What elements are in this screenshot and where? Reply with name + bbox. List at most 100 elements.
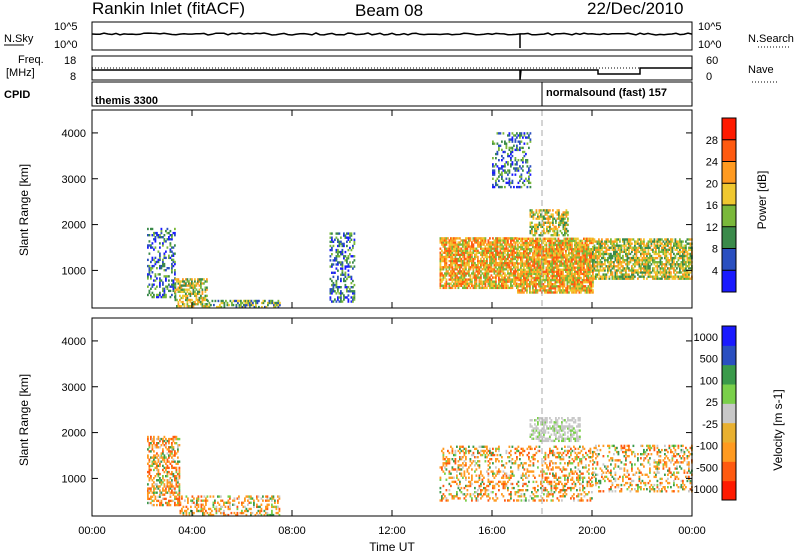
scatter-cell [536,254,539,257]
scatter-cell [196,497,198,500]
scatter-cell [498,167,500,170]
scatter-cell [538,241,540,245]
scatter-cell [578,239,581,243]
scatter-cell [641,267,644,270]
scatter-cell [179,280,181,283]
scatter-cell [190,499,192,502]
scatter-cell [546,227,548,231]
scatter-cell [602,273,605,276]
scatter-cell [586,254,588,257]
scatter-cell [148,289,151,293]
scatter-cell [169,503,172,507]
scatter-cell [215,505,218,509]
scatter-cell [486,274,488,277]
scatter-cell [200,507,203,511]
scatter-cell [688,252,690,256]
scatter-cell [444,286,446,290]
scatter-cell [599,267,602,270]
scatter-cell [487,272,490,275]
scatter-cell [439,272,442,275]
scatter-cell [662,248,665,251]
scatter-cell [247,503,249,506]
scatter-cell [490,286,493,290]
scatter-cell [206,298,208,302]
scatter-cell [150,275,152,278]
scatter-cell [529,274,531,278]
scatter-cell [495,261,497,265]
scatter-cell [538,270,540,273]
scatter-cell [486,270,488,273]
scatter-cell [533,250,536,253]
scatter-cell [193,501,195,504]
scatter-cell [584,254,587,257]
scatter-cell [572,254,575,257]
scatter-cell [466,270,469,273]
scatter-cell [219,305,221,309]
scatter-cell [147,497,149,501]
scatter-cell [556,248,558,251]
scatter-cell [581,239,584,243]
scatter-cell [151,460,154,463]
scatter-cell [510,163,512,166]
scatter-cell [501,185,503,189]
scatter-cell [557,258,560,261]
scatter-cell [460,284,463,287]
scatter-cell [495,266,497,269]
scatter-cell [581,289,584,292]
nave-tick-high: 60 [706,55,718,67]
scatter-cell [195,288,198,291]
scatter-cell [628,256,630,260]
scatter-cell [671,240,674,243]
scatter-cell [350,248,353,252]
scatter-cell [350,275,353,279]
scatter-cell [592,263,594,266]
scatter-cell [523,264,525,267]
scatter-cell [171,456,173,459]
scatter-cell [337,275,339,279]
scatter-cell [451,276,454,279]
scatter-cell [463,268,466,271]
scatter-cell [583,268,585,271]
scatter-cell [514,140,517,143]
scatter-cell [510,150,512,154]
scatter-cell [556,260,558,263]
scatter-cell [169,462,172,465]
scatter-cell [548,260,551,263]
scatter-cell [496,142,499,145]
scatter-cell [590,264,593,267]
scatter-cell [465,249,467,252]
scatter-cell [331,236,333,239]
scatter-cell [647,265,650,268]
scatter-cell [459,243,461,246]
scatter-cell [543,223,545,227]
scatter-cell [505,249,508,252]
scatter-cell [662,275,665,278]
scatter-cell [165,269,167,272]
scatter-cell [444,276,446,279]
scatter-cell [641,271,644,274]
scatter-cell [510,152,512,156]
scatter-cell [578,260,581,263]
scatter-cell [454,266,457,269]
scatter-cell [524,250,527,253]
scatter-cell [197,300,199,304]
scatter-cell [472,251,475,254]
scatter-cell [196,501,198,504]
scatter-cell [507,154,509,158]
scatter-cell [643,252,645,256]
scatter-cell [156,442,158,445]
scatter-cell [480,264,482,267]
scatter-cell [448,251,451,254]
scatter-cell [608,254,611,258]
scatter-cell [616,275,618,278]
scatter-cell [169,450,172,453]
scatter-cell [159,242,161,245]
scatter-cell [518,268,521,271]
scatter-cell [174,234,176,237]
scatter-cell [562,256,564,259]
scatter-cell [471,255,473,259]
scatter-cell [634,248,636,251]
scatter-cell [489,243,491,246]
scatter-cell [522,150,524,154]
scatter-cell [680,244,683,247]
